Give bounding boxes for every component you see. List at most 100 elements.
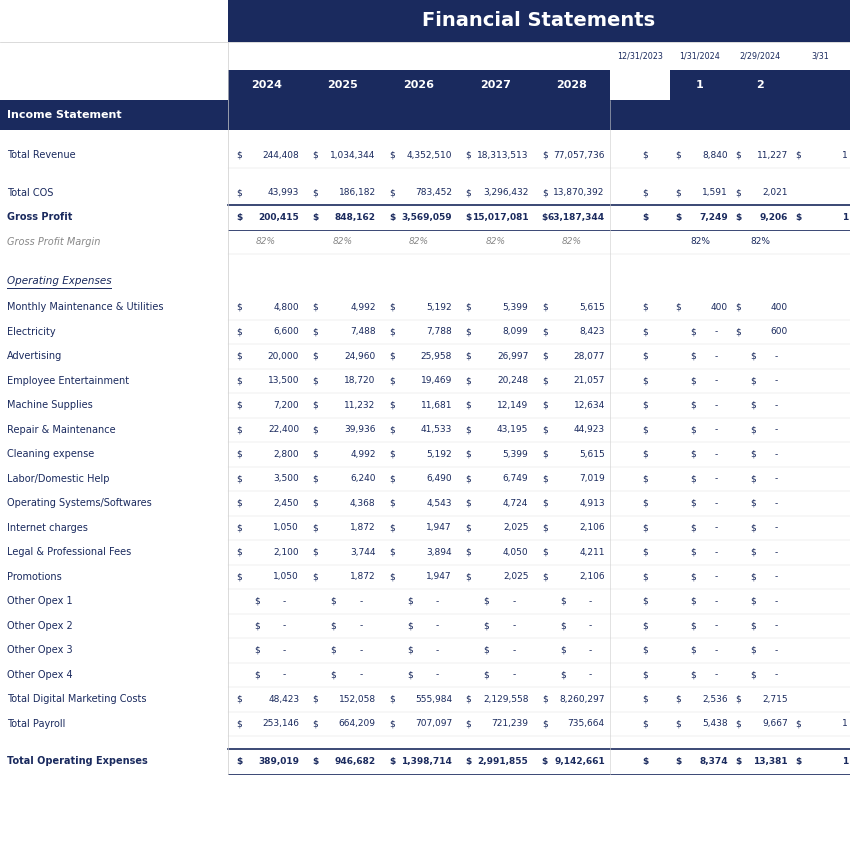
- Text: $: $: [750, 499, 756, 507]
- Text: 20,248: 20,248: [497, 377, 529, 385]
- Text: 2: 2: [756, 80, 764, 90]
- Text: 1,872: 1,872: [350, 572, 376, 581]
- Text: 848,162: 848,162: [335, 212, 376, 222]
- Text: $: $: [735, 694, 740, 704]
- Text: $: $: [389, 499, 394, 507]
- Text: 2026: 2026: [404, 80, 434, 90]
- Text: 41,533: 41,533: [421, 425, 452, 434]
- Text: $: $: [795, 212, 802, 222]
- Text: $: $: [642, 327, 648, 337]
- Text: Legal & Professional Fees: Legal & Professional Fees: [7, 547, 131, 558]
- Text: $: $: [541, 719, 547, 728]
- Text: $: $: [236, 572, 242, 581]
- Text: $: $: [407, 671, 413, 679]
- Text: $: $: [750, 572, 756, 581]
- Text: 3,744: 3,744: [350, 547, 376, 557]
- Text: -: -: [774, 400, 778, 410]
- Text: -: -: [715, 425, 718, 434]
- Text: $: $: [541, 425, 547, 434]
- Text: $: $: [313, 377, 319, 385]
- Bar: [0, 540, 850, 564]
- Text: 1,050: 1,050: [274, 524, 299, 532]
- Bar: [0, 467, 850, 491]
- Text: $: $: [313, 150, 319, 160]
- Text: $: $: [236, 524, 242, 532]
- Text: 4,913: 4,913: [579, 499, 605, 507]
- Bar: [670, 70, 850, 100]
- Bar: [0, 143, 850, 167]
- Bar: [0, 491, 850, 515]
- Text: $: $: [389, 474, 394, 484]
- Text: -: -: [715, 400, 718, 410]
- Text: 3/31: 3/31: [811, 52, 829, 60]
- Text: -: -: [715, 547, 718, 557]
- Text: -: -: [360, 671, 363, 679]
- Text: Promotions: Promotions: [7, 572, 62, 581]
- Text: $: $: [466, 212, 472, 222]
- Text: $: $: [236, 400, 242, 410]
- Text: $: $: [735, 327, 740, 337]
- Bar: [0, 736, 850, 749]
- Text: -: -: [774, 474, 778, 484]
- Text: $: $: [675, 694, 681, 704]
- Text: -: -: [513, 597, 515, 606]
- Text: 82%: 82%: [562, 237, 581, 246]
- Text: 9,206: 9,206: [760, 212, 788, 222]
- Text: $: $: [236, 694, 242, 704]
- Text: 1,034,344: 1,034,344: [330, 150, 376, 160]
- Text: Total Revenue: Total Revenue: [7, 150, 76, 161]
- Text: $: $: [313, 212, 319, 222]
- Text: $: $: [735, 150, 740, 160]
- Text: $: $: [389, 188, 394, 197]
- Text: 2,129,558: 2,129,558: [483, 694, 529, 704]
- Text: $: $: [466, 303, 471, 312]
- Text: 5,399: 5,399: [502, 303, 529, 312]
- Text: $: $: [642, 188, 648, 197]
- Text: $: $: [389, 756, 395, 766]
- Text: $: $: [313, 352, 319, 360]
- Bar: [0, 205, 850, 230]
- Text: Monthly Maintenance & Utilities: Monthly Maintenance & Utilities: [7, 303, 163, 312]
- Text: $: $: [675, 303, 681, 312]
- Text: -: -: [283, 671, 286, 679]
- Text: -: -: [715, 327, 718, 337]
- Text: 2,106: 2,106: [579, 572, 605, 581]
- Text: -: -: [715, 377, 718, 385]
- Text: -: -: [715, 646, 718, 654]
- Text: 1,872: 1,872: [350, 524, 376, 532]
- Text: $: $: [236, 450, 242, 459]
- Text: $: $: [560, 646, 565, 654]
- Text: $: $: [541, 524, 547, 532]
- Text: 12/31/2023: 12/31/2023: [617, 52, 663, 60]
- Text: 7,249: 7,249: [700, 212, 728, 222]
- Text: $: $: [690, 646, 696, 654]
- Bar: [0, 515, 850, 540]
- Text: 11,681: 11,681: [421, 400, 452, 410]
- Bar: [0, 662, 850, 687]
- Text: 664,209: 664,209: [338, 719, 376, 728]
- Text: $: $: [690, 499, 696, 507]
- Text: 43,195: 43,195: [497, 425, 529, 434]
- Bar: [0, 320, 850, 344]
- Text: $: $: [313, 719, 319, 728]
- Text: Income Statement: Income Statement: [7, 110, 122, 120]
- Text: 2,025: 2,025: [503, 572, 529, 581]
- Text: 6,600: 6,600: [274, 327, 299, 337]
- Text: Total Payroll: Total Payroll: [7, 719, 65, 728]
- Text: Financial Statements: Financial Statements: [422, 12, 655, 31]
- Text: $: $: [313, 425, 319, 434]
- Bar: [0, 614, 850, 638]
- Text: $: $: [254, 621, 260, 630]
- Text: $: $: [313, 694, 319, 704]
- Text: $: $: [466, 150, 471, 160]
- Text: 4,992: 4,992: [350, 303, 376, 312]
- Text: 2,021: 2,021: [762, 188, 788, 197]
- Text: 82%: 82%: [409, 237, 429, 246]
- Text: $: $: [466, 719, 471, 728]
- Text: $: $: [690, 597, 696, 606]
- Text: $: $: [466, 327, 471, 337]
- Text: $: $: [254, 671, 260, 679]
- Text: $: $: [750, 547, 756, 557]
- Text: $: $: [313, 188, 319, 197]
- Text: 389,019: 389,019: [258, 756, 299, 766]
